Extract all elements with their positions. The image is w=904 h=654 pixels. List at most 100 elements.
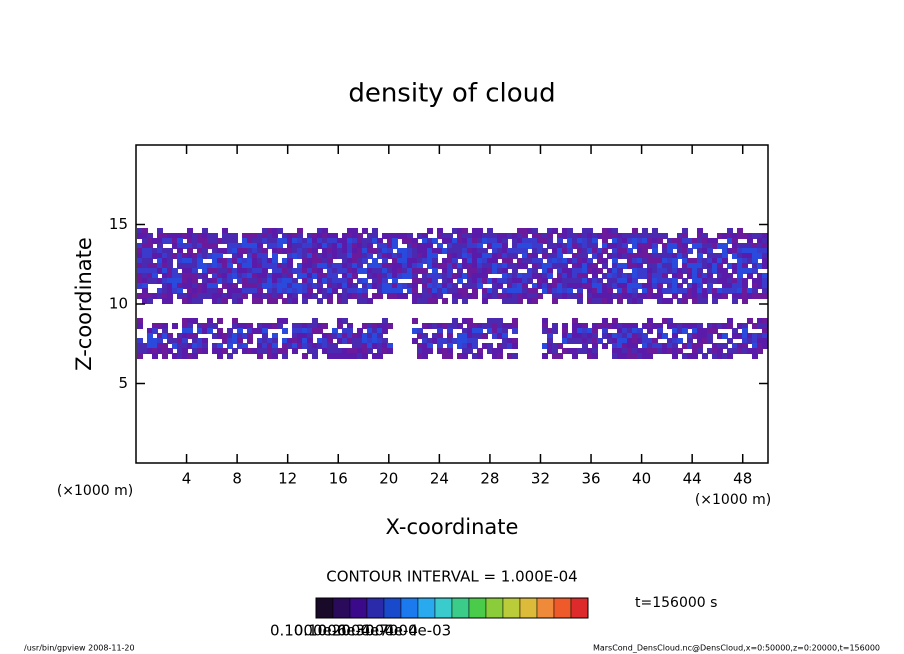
cloud-cell (757, 343, 763, 349)
cloud-cell (192, 333, 198, 339)
cloud-cell (147, 273, 153, 279)
cloud-cell (532, 258, 538, 264)
cloud-cell (592, 323, 598, 329)
cloud-cell (257, 248, 263, 254)
cloud-cell (627, 353, 633, 359)
cloud-cell (597, 268, 603, 274)
cloud-cell (377, 353, 383, 359)
cloud-cell (232, 293, 238, 299)
cloud-cell (592, 293, 598, 299)
cloud-cell (397, 268, 403, 274)
cloud-cell (457, 293, 463, 299)
cloud-cell (242, 273, 248, 279)
cloud-cell (437, 283, 443, 289)
cloud-cell (612, 253, 618, 259)
cloud-cell (657, 233, 663, 239)
cloud-cell (362, 323, 368, 329)
cloud-cell (642, 283, 648, 289)
chart-title: density of cloud (348, 79, 555, 109)
cloud-cell (722, 243, 728, 249)
cloud-cell (267, 323, 273, 329)
cloud-cell (292, 238, 298, 244)
cloud-cell (717, 263, 723, 269)
cloud-cell (642, 248, 648, 254)
cloud-cell (632, 233, 638, 239)
cloud-cell (422, 273, 428, 279)
cloud-cell (667, 263, 673, 269)
cloud-cell (737, 248, 743, 254)
cloud-cell (137, 278, 143, 284)
cloud-cell (242, 243, 248, 249)
cloud-cell (507, 343, 513, 349)
cloud-cell (667, 323, 673, 329)
cloud-cell (362, 343, 368, 349)
cloud-cell (747, 273, 753, 279)
cloud-cell (357, 348, 363, 354)
cloud-cell (352, 253, 358, 259)
cloud-cell (687, 288, 693, 294)
cloud-cell (732, 248, 738, 254)
cloud-cell (442, 273, 448, 279)
cloud-cell (322, 323, 328, 329)
cloud-cell (327, 243, 333, 249)
cloud-cell (737, 263, 743, 269)
cloud-cell (152, 343, 158, 349)
cloud-cell (662, 248, 668, 254)
cloud-cell (447, 353, 453, 359)
cloud-cell (732, 298, 738, 304)
cloud-cell (187, 353, 193, 359)
cloud-cell (482, 263, 488, 269)
cloud-cell (402, 248, 408, 254)
cloud-cell (442, 268, 448, 274)
cloud-cell (682, 328, 688, 334)
cloud-cell (602, 228, 608, 234)
cloud-cell (217, 258, 223, 264)
cloud-cell (647, 273, 653, 279)
cloud-cell (427, 323, 433, 329)
cloud-cell (702, 288, 708, 294)
cloud-cell (652, 268, 658, 274)
cloud-cell (422, 283, 428, 289)
cloud-cell (587, 328, 593, 334)
cloud-cell (697, 238, 703, 244)
cloud-cell (667, 283, 673, 289)
cloud-cell (277, 288, 283, 294)
cloud-cell (442, 283, 448, 289)
cloud-cell (327, 283, 333, 289)
cloud-cell (557, 258, 563, 264)
cloud-cell (417, 298, 423, 304)
cloud-cell (462, 258, 468, 264)
cloud-cell (707, 243, 713, 249)
cloud-cell (337, 318, 343, 324)
cloud-cell (187, 233, 193, 239)
cloud-cell (432, 258, 438, 264)
cloud-cell (202, 283, 208, 289)
cloud-cell (177, 293, 183, 299)
cloud-cell (647, 258, 653, 264)
cloud-cell (627, 253, 633, 259)
cloud-cell (437, 343, 443, 349)
cloud-cell (277, 243, 283, 249)
cloud-cell (577, 348, 583, 354)
cloud-cell (477, 348, 483, 354)
cloud-cell (622, 353, 628, 359)
cloud-cell (222, 258, 228, 264)
cloud-cell (392, 283, 398, 289)
cloud-cell (357, 328, 363, 334)
cloud-cell (282, 248, 288, 254)
cloud-cell (142, 288, 148, 294)
cloud-cell (692, 298, 698, 304)
cloud-cell (492, 353, 498, 359)
cloud-cell (707, 333, 713, 339)
cloud-cell (622, 288, 628, 294)
cloud-cell (447, 273, 453, 279)
cloud-cell (307, 243, 313, 249)
cloud-cell (582, 253, 588, 259)
cloud-cell (652, 343, 658, 349)
cloud-cell (497, 343, 503, 349)
cloud-cell (662, 268, 668, 274)
cloud-cell (577, 258, 583, 264)
cloud-cell (707, 328, 713, 334)
cloud-cell (697, 338, 703, 344)
cloud-cell (492, 318, 498, 324)
